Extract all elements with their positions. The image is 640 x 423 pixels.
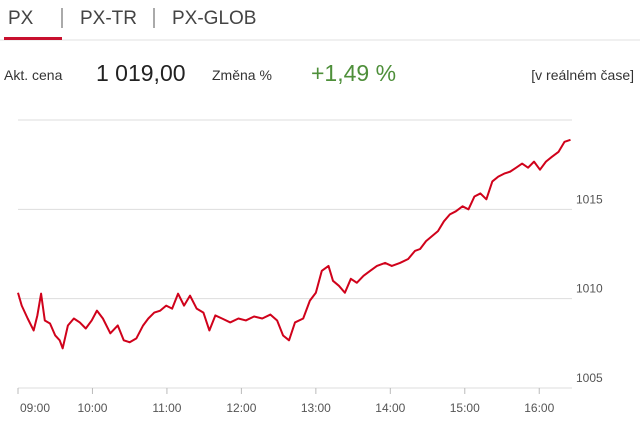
x-tick-label: 14:00 bbox=[375, 401, 405, 415]
tab[interactable]: PX-GLOB bbox=[172, 8, 256, 29]
x-tick-label: 09:00 bbox=[20, 401, 50, 415]
tab[interactable]: PX-TR bbox=[80, 8, 137, 29]
tab[interactable]: PX bbox=[8, 8, 34, 29]
x-tick-label: 11:00 bbox=[152, 401, 181, 415]
y-tick-label: 1005 bbox=[576, 371, 603, 385]
realtime-note[interactable]: [v reálném čase] bbox=[531, 67, 634, 83]
change-label: Změna % bbox=[212, 67, 272, 83]
x-tick-label: 13:00 bbox=[301, 401, 331, 415]
y-tick-label: 1010 bbox=[576, 282, 603, 296]
change: +1,49 % bbox=[311, 60, 396, 86]
price-label: Akt. cena bbox=[4, 67, 63, 83]
x-tick-label: 10:00 bbox=[77, 401, 107, 415]
y-tick-label: 1015 bbox=[576, 192, 603, 206]
x-tick-label: 15:00 bbox=[450, 401, 480, 415]
price: 1 019,00 bbox=[96, 60, 186, 86]
active-tab-indicator bbox=[4, 37, 62, 40]
price-line bbox=[17, 138, 571, 350]
x-tick-label: 12:00 bbox=[226, 401, 256, 415]
x-tick-label: 16:00 bbox=[524, 401, 554, 415]
chart: 1005 1010 1015 09:00 10:00 11:00 12:00 13:00 14:… bbox=[17, 119, 603, 415]
